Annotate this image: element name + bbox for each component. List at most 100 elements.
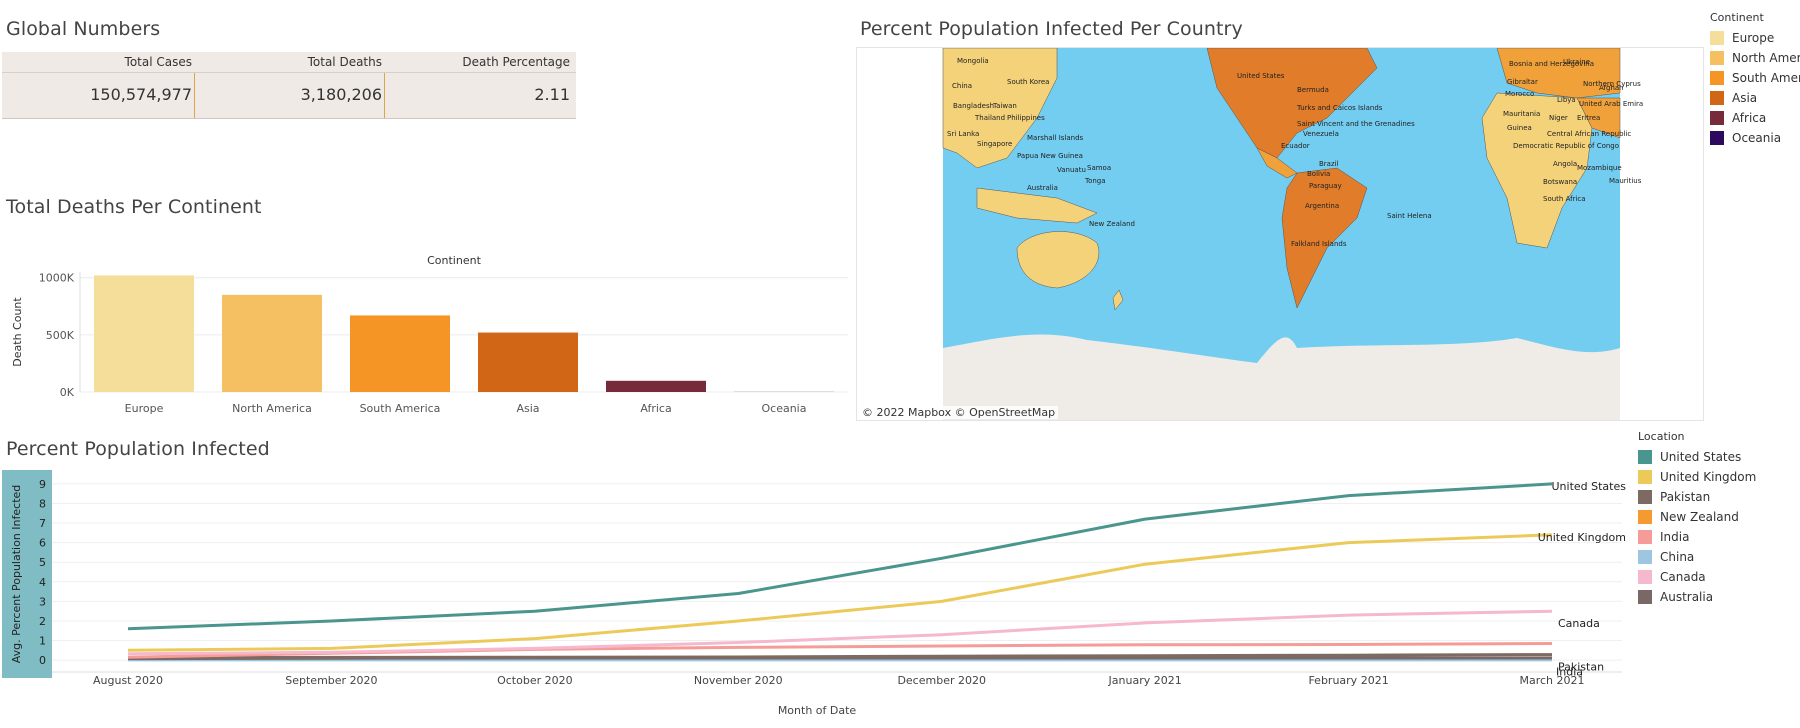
location-legend-item[interactable]: Canada xyxy=(1638,567,1756,587)
continent-legend-item[interactable]: Oceania xyxy=(1710,128,1800,148)
x-tick-label: September 2020 xyxy=(285,674,377,687)
deaths-bar-chart: Continent 0K 500K 1000K Death Count Europe Nor… xyxy=(11,254,848,415)
deaths-chart-title: Total Deaths Per Continent xyxy=(6,196,262,218)
series-line[interactable] xyxy=(127,482,1553,631)
map-country-label: Paraguay xyxy=(1309,182,1342,190)
x-axis-label: Month of Date xyxy=(778,704,857,717)
map-country-label: Turks and Caicos Islands xyxy=(1296,104,1383,112)
continent-legend-item[interactable]: Europe xyxy=(1710,28,1800,48)
indonesia-shape xyxy=(976,187,1098,224)
series-end-label: United States xyxy=(1552,480,1627,493)
map-country-label: United States xyxy=(1237,72,1285,80)
bar[interactable] xyxy=(94,275,194,392)
map-country-label: Australia xyxy=(1027,184,1058,192)
bar[interactable] xyxy=(606,380,706,392)
location-legend-item[interactable]: Pakistan xyxy=(1638,487,1756,507)
y-axis-band xyxy=(2,470,52,678)
series-line[interactable] xyxy=(127,609,1553,656)
map-country-label: Democratic Republic of Congo xyxy=(1513,142,1619,150)
map-country-label: Sri Lanka xyxy=(947,130,979,138)
infection-map[interactable]: Mongolia China South Korea Bangladesh Taiwan… xyxy=(856,47,1704,421)
series-line[interactable] xyxy=(127,533,1553,652)
location-legend: Location United States United Kingdom Paki… xyxy=(1638,430,1756,607)
map-country-label: Gibraltar xyxy=(1507,78,1538,86)
legend-label: China xyxy=(1660,550,1695,564)
infected-chart-title: Percent Population Infected xyxy=(6,438,270,460)
legend-swatch xyxy=(1710,51,1724,65)
continent-legend-item[interactable]: South Ameri xyxy=(1710,68,1800,88)
legend-swatch xyxy=(1638,550,1652,564)
map-country-label: Northern Cyprus xyxy=(1583,80,1641,88)
legend-swatch xyxy=(1710,71,1724,85)
map-country-label: Ecuador xyxy=(1281,142,1310,150)
location-legend-item[interactable]: New Zealand xyxy=(1638,507,1756,527)
south-america-shape xyxy=(1281,167,1368,309)
series-end-label: Pakistan xyxy=(1558,661,1604,674)
map-country-label: Bermuda xyxy=(1297,86,1329,94)
legend-label: Oceania xyxy=(1732,131,1782,145)
continent-legend: Continent Europe North Ameri South Ameri As… xyxy=(1710,11,1800,148)
x-tick-label: Oceania xyxy=(762,402,807,415)
bar[interactable] xyxy=(350,315,450,392)
continent-legend-item[interactable]: North Ameri xyxy=(1710,48,1800,68)
map-country-label: Argentina xyxy=(1305,202,1339,210)
map-country-label: Philippines xyxy=(1007,114,1045,122)
x-tick-label: North America xyxy=(232,402,312,415)
map-country-label: Papua New Guinea xyxy=(1017,152,1083,160)
global-numbers-table: Total Cases Total Deaths Death Percentag… xyxy=(2,52,576,119)
x-tick-label: Africa xyxy=(640,402,671,415)
x-tick-label: South America xyxy=(360,402,441,415)
legend-swatch xyxy=(1710,91,1724,105)
legend-label: India xyxy=(1660,530,1690,544)
map-country-label: Tonga xyxy=(1084,177,1106,185)
total-deaths-header: Total Deaths xyxy=(307,55,382,69)
total-cases-value: 150,574,977 xyxy=(90,85,192,104)
bar[interactable] xyxy=(222,294,322,392)
map-country-label: Guinea xyxy=(1507,124,1532,132)
y-tick-label: 0K xyxy=(60,386,75,399)
x-tick-label: January 2021 xyxy=(1108,674,1182,687)
legend-swatch xyxy=(1638,590,1652,604)
y-tick-label: 500K xyxy=(46,329,75,342)
bar-chart-header: Continent xyxy=(427,254,481,267)
column-divider xyxy=(194,73,195,118)
map-country-label: Falkland Islands xyxy=(1291,240,1347,248)
map-country-label: Samoa xyxy=(1087,164,1111,172)
y-tick-label: 1000K xyxy=(39,272,75,285)
legend-swatch xyxy=(1638,570,1652,584)
legend-label: Canada xyxy=(1660,570,1706,584)
map-country-label: Central African Republic xyxy=(1547,130,1631,138)
location-legend-item[interactable]: Australia xyxy=(1638,587,1756,607)
y-tick-label: 2 xyxy=(39,615,46,628)
legend-swatch xyxy=(1638,530,1652,544)
location-legend-item[interactable]: India xyxy=(1638,527,1756,547)
continent-legend-item[interactable]: Asia xyxy=(1710,88,1800,108)
y-tick-label: 6 xyxy=(39,537,46,550)
y-tick-label: 7 xyxy=(39,517,46,530)
map-country-label: Saint Vincent and the Grenadines xyxy=(1297,120,1415,128)
map-country-label: Venezuela xyxy=(1303,130,1339,138)
bar[interactable] xyxy=(478,332,578,392)
map-canvas[interactable]: Mongolia China South Korea BangladeshTaiwan… xyxy=(857,48,1703,420)
location-legend-item[interactable]: United States xyxy=(1638,447,1756,467)
map-country-label: China xyxy=(952,82,972,90)
location-legend-item[interactable]: United Kingdom xyxy=(1638,467,1756,487)
location-legend-item[interactable]: China xyxy=(1638,547,1756,567)
y-tick-label: 4 xyxy=(39,576,46,589)
map-country-label: Mauritania xyxy=(1503,110,1540,118)
map-country-label: Mozambique xyxy=(1577,164,1622,172)
x-tick-label: August 2020 xyxy=(93,674,163,687)
series-line[interactable] xyxy=(127,653,1553,660)
legend-label: Asia xyxy=(1732,91,1758,105)
continent-legend-item[interactable]: Africa xyxy=(1710,108,1800,128)
legend-swatch xyxy=(1710,31,1724,45)
y-axis-label: Death Count xyxy=(11,297,24,367)
map-country-label: Mongolia xyxy=(957,57,989,65)
x-tick-label: February 2021 xyxy=(1308,674,1388,687)
y-tick-label: 3 xyxy=(39,595,46,608)
y-tick-label: 0 xyxy=(39,654,46,667)
x-tick-label: October 2020 xyxy=(497,674,573,687)
map-country-label: Bosnia and Herzegovina xyxy=(1509,60,1594,68)
global-numbers-title: Global Numbers xyxy=(6,18,161,40)
north-america-shape xyxy=(1206,48,1378,159)
